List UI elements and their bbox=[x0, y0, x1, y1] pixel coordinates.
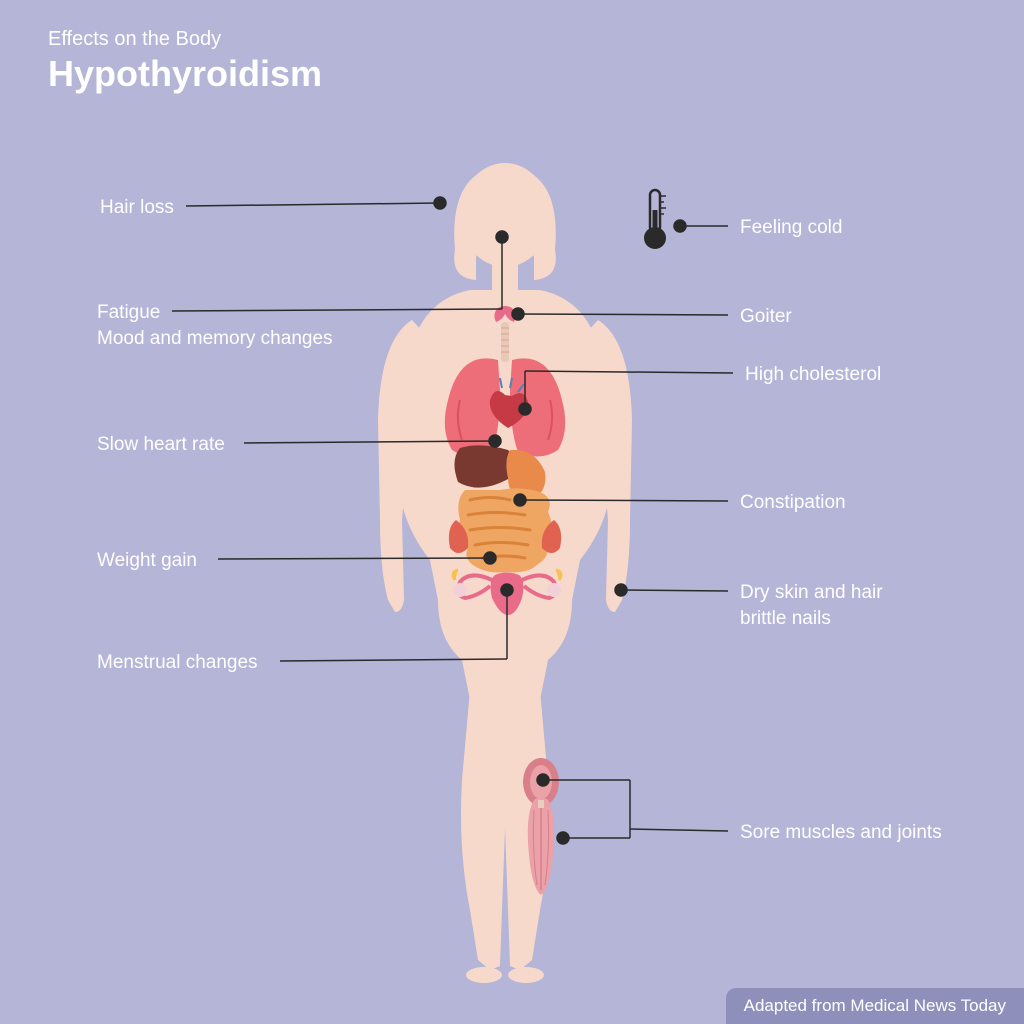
label-menstrual: Menstrual changes bbox=[97, 650, 258, 676]
label-dry-skin: Dry skin and hairbrittle nails bbox=[740, 580, 883, 631]
thermometer-icon bbox=[644, 190, 666, 249]
label-cholesterol: High cholesterol bbox=[745, 362, 881, 388]
label-fatigue: FatigueMood and memory changes bbox=[97, 300, 333, 351]
diagram-canvas bbox=[0, 0, 1024, 1024]
attribution: Adapted from Medical News Today bbox=[726, 988, 1024, 1024]
label-cold: Feeling cold bbox=[740, 215, 842, 241]
label-sore-muscles: Sore muscles and joints bbox=[740, 820, 942, 846]
label-weight-gain: Weight gain bbox=[97, 548, 197, 574]
label-goiter: Goiter bbox=[740, 304, 792, 330]
label-slow-heart: Slow heart rate bbox=[97, 432, 225, 458]
intestines-icon bbox=[458, 488, 551, 572]
label-hair-loss: Hair loss bbox=[100, 195, 174, 221]
trachea-icon bbox=[501, 322, 509, 362]
label-constipation: Constipation bbox=[740, 490, 846, 516]
